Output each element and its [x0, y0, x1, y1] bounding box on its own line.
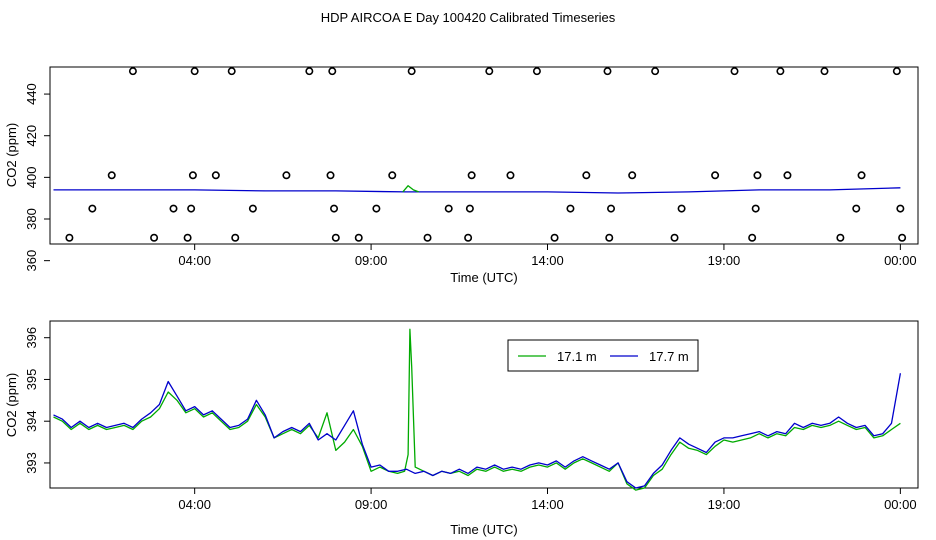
data-point	[852, 204, 861, 213]
data-point	[444, 204, 453, 213]
x-tick-label: 00:00	[884, 253, 917, 268]
y-axis-label: CO2 (ppm)	[4, 373, 19, 437]
y-tick-label: 440	[24, 83, 39, 105]
y-tick-label: 394	[24, 410, 39, 432]
data-point	[730, 67, 739, 76]
x-tick-label: 09:00	[355, 253, 388, 268]
data-point	[506, 171, 515, 180]
data-point	[187, 204, 196, 213]
legend-label-17-1: 17.1 m	[557, 349, 597, 364]
plot-frame	[49, 66, 919, 245]
data-point	[248, 204, 257, 213]
y-tick-label: 360	[24, 250, 39, 272]
plot-frame	[49, 320, 919, 489]
data-point	[128, 67, 137, 76]
data-point	[188, 171, 197, 180]
data-point	[190, 67, 199, 76]
data-point	[331, 233, 340, 242]
data-point	[407, 67, 416, 76]
y-tick-label: 420	[24, 125, 39, 147]
data-point	[896, 204, 905, 213]
data-point	[820, 67, 829, 76]
chart-title: HDP AIRCOA E Day 100420 Calibrated Times…	[321, 10, 616, 25]
x-ticks: 04:00 09:00 14:00 19:00 00:00	[178, 244, 917, 268]
data-point	[607, 204, 616, 213]
series-line-17-1-m	[53, 328, 901, 491]
panel-bottom: Time (UTC) CO2 (ppm) 04:00 09:00 14:00 19:0…	[4, 320, 919, 537]
y-tick-label: 396	[24, 327, 39, 349]
data-point	[670, 233, 679, 242]
y-tick-label: 393	[24, 452, 39, 474]
data-point	[328, 67, 337, 76]
x-tick-label: 19:00	[708, 253, 741, 268]
data-point	[677, 204, 686, 213]
x-axis-label: Time (UTC)	[450, 522, 517, 537]
data-point	[836, 233, 845, 242]
legend-label-17-7: 17.7 m	[649, 349, 689, 364]
data-point	[776, 67, 785, 76]
data-point	[65, 233, 74, 242]
y-tick-label: 400	[24, 167, 39, 189]
data-point	[372, 204, 381, 213]
data-point	[753, 171, 762, 180]
legend: 17.1 m 17.7 m	[507, 339, 699, 372]
data-point	[107, 171, 116, 180]
data-point	[898, 233, 907, 242]
data-point	[150, 233, 159, 242]
x-tick-label: 00:00	[884, 497, 917, 512]
data-point	[183, 233, 192, 242]
data-point	[532, 67, 541, 76]
data-point	[467, 171, 476, 180]
series-line-17-1-m	[402, 185, 419, 193]
data-point	[282, 171, 291, 180]
x-tick-label: 09:00	[355, 497, 388, 512]
data-point	[550, 233, 559, 242]
data-point	[783, 171, 792, 180]
data-point	[711, 171, 720, 180]
x-tick-label: 04:00	[178, 253, 211, 268]
panel-top: Time (UTC) CO2 (ppm) 04:00 09:00 14:00 19:0…	[4, 66, 919, 285]
data-marks	[53, 67, 907, 242]
data-point	[603, 67, 612, 76]
x-tick-label: 04:00	[178, 497, 211, 512]
data-point	[485, 67, 494, 76]
data-point	[231, 233, 240, 242]
data-point	[326, 171, 335, 180]
series-line-17-7-m	[53, 187, 901, 194]
data-point	[751, 204, 760, 213]
data-point	[88, 204, 97, 213]
data-point	[857, 171, 866, 180]
data-point	[423, 233, 432, 242]
data-point	[354, 233, 363, 242]
data-point	[464, 233, 473, 242]
x-axis-label: Time (UTC)	[450, 270, 517, 285]
data-point	[748, 233, 757, 242]
data-marks	[53, 328, 902, 491]
data-point	[227, 67, 236, 76]
data-point	[892, 67, 901, 76]
data-point	[305, 67, 314, 76]
data-point	[651, 67, 660, 76]
data-point	[628, 171, 637, 180]
y-tick-label: 395	[24, 369, 39, 391]
x-ticks: 04:00 09:00 14:00 19:00 00:00	[178, 488, 917, 512]
data-point	[566, 204, 575, 213]
y-tick-label: 380	[24, 208, 39, 230]
series-line-17-7-m	[53, 373, 902, 489]
data-point	[605, 233, 614, 242]
data-point	[388, 171, 397, 180]
data-point	[169, 204, 178, 213]
data-point	[330, 204, 339, 213]
y-ticks: 360 380 400 420 440	[24, 83, 50, 272]
data-point	[211, 171, 220, 180]
x-tick-label: 14:00	[531, 253, 564, 268]
x-tick-label: 19:00	[708, 497, 741, 512]
x-tick-label: 14:00	[531, 497, 564, 512]
data-point	[582, 171, 591, 180]
y-ticks: 393 394 395 396	[24, 327, 50, 474]
data-point	[465, 204, 474, 213]
y-axis-label: CO2 (ppm)	[4, 123, 19, 187]
